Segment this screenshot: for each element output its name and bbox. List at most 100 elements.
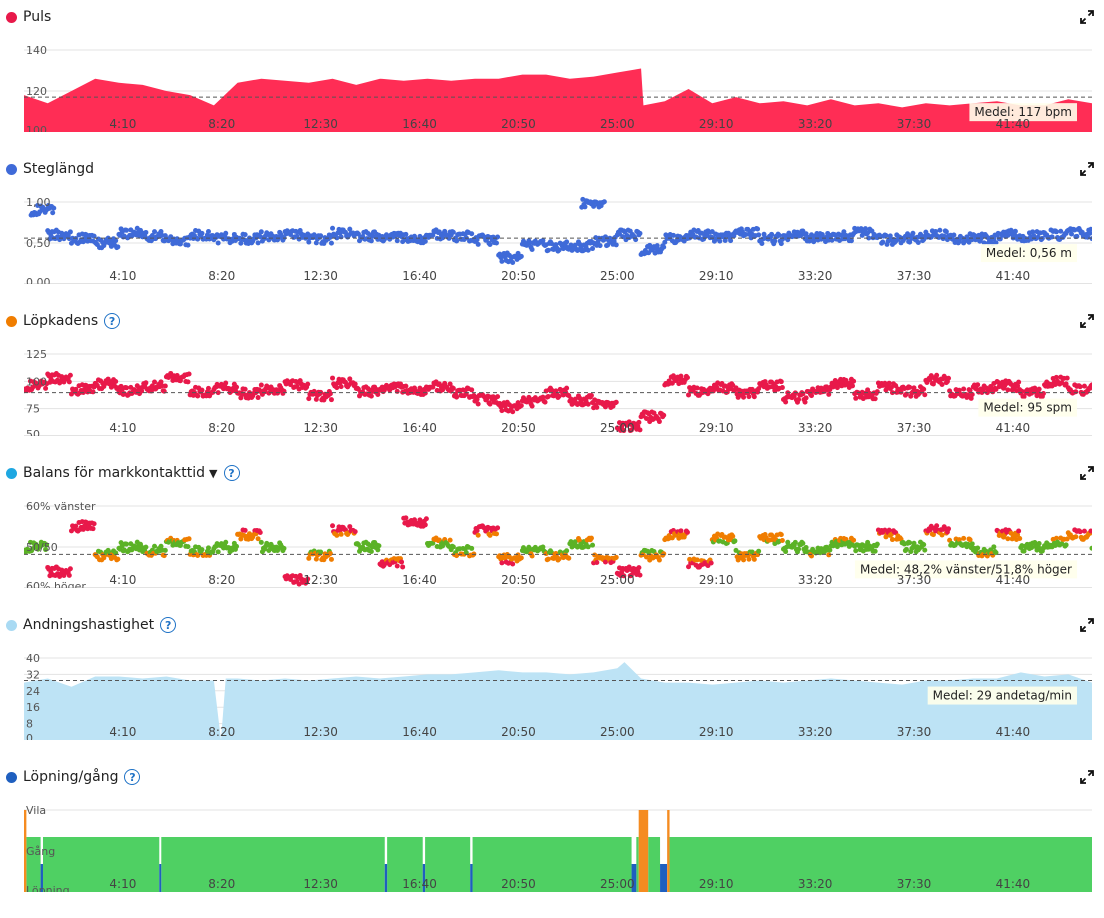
- data-point: [572, 396, 578, 402]
- chart-area: Medel: 0,56 m 1,00 0,50 0,00 4:10 8:20 12:30 16…: [24, 196, 1092, 284]
- x-tick-label: 4:10: [109, 421, 136, 435]
- data-point: [454, 553, 460, 559]
- state-bar: [422, 864, 426, 892]
- state-bar: [159, 864, 162, 892]
- data-point: [967, 387, 973, 393]
- data-point: [90, 526, 96, 532]
- expand-icon[interactable]: [1080, 10, 1094, 24]
- y-tick-label: Gång: [26, 845, 55, 858]
- y-tick-label: 100: [26, 375, 47, 388]
- data-point: [242, 527, 248, 533]
- data-point: [352, 381, 358, 387]
- data-point: [911, 385, 917, 391]
- data-point: [1016, 379, 1022, 385]
- data-point: [545, 556, 551, 562]
- data-point: [510, 409, 516, 415]
- help-icon[interactable]: ?: [104, 313, 121, 329]
- data-point: [1064, 375, 1070, 381]
- data-point: [975, 382, 981, 388]
- y-tick-label: 75: [26, 403, 40, 416]
- data-point: [66, 572, 72, 578]
- data-point: [518, 403, 524, 409]
- data-point: [751, 394, 757, 400]
- average-label: Medel: 117 bpm: [974, 105, 1072, 119]
- state-bar: [24, 810, 27, 892]
- x-tick-label: 16:40: [402, 573, 437, 587]
- data-point: [637, 427, 643, 433]
- data-point: [698, 230, 704, 236]
- data-point: [1053, 535, 1059, 541]
- x-tick-label: 8:20: [208, 573, 235, 587]
- x-tick-label: 29:10: [699, 117, 734, 131]
- data-point: [722, 534, 728, 540]
- expand-icon[interactable]: [1080, 770, 1094, 784]
- data-point: [436, 229, 442, 235]
- data-point: [829, 237, 835, 243]
- data-point: [732, 538, 738, 544]
- x-tick-label: 12:30: [303, 269, 338, 283]
- data-point: [67, 566, 73, 572]
- data-point: [636, 419, 642, 425]
- data-point: [779, 385, 785, 391]
- data-point: [545, 394, 551, 400]
- data-point: [1081, 528, 1087, 534]
- data-point: [368, 238, 374, 244]
- data-point: [613, 399, 619, 405]
- data-point: [848, 238, 854, 244]
- data-point: [238, 395, 244, 401]
- data-point: [327, 234, 333, 240]
- expand-icon[interactable]: [1080, 618, 1094, 632]
- data-point: [751, 556, 757, 562]
- data-point: [939, 381, 945, 387]
- data-point: [628, 427, 634, 433]
- data-point: [143, 544, 149, 550]
- data-point: [1016, 528, 1022, 534]
- data-point: [694, 557, 700, 563]
- data-point: [115, 556, 121, 562]
- x-tick-label: 29:10: [699, 877, 734, 891]
- panel-title: Löpkadens: [23, 313, 99, 329]
- data-point: [352, 529, 358, 535]
- data-point: [903, 546, 909, 552]
- data-point: [223, 539, 229, 545]
- data-point: [556, 556, 562, 562]
- help-icon[interactable]: ?: [160, 617, 177, 633]
- data-point: [968, 395, 974, 401]
- panel-lopkadens: Löpkadens ? Medel: 95 spm 125 100 75 50 4:10 8…: [0, 310, 1104, 462]
- x-tick-label: 16:40: [402, 117, 437, 131]
- data-point: [37, 209, 43, 215]
- data-point: [656, 419, 662, 425]
- data-point: [785, 539, 791, 545]
- data-point: [436, 537, 442, 543]
- data-point: [872, 396, 878, 402]
- data-point: [803, 231, 809, 237]
- data-point: [809, 393, 815, 399]
- expand-icon[interactable]: [1080, 314, 1094, 328]
- x-tick-label: 8:20: [208, 421, 235, 435]
- data-point: [440, 387, 446, 393]
- data-point: [778, 379, 784, 385]
- expand-icon[interactable]: [1080, 162, 1094, 176]
- dropdown-caret-icon[interactable]: ▼: [209, 466, 218, 480]
- data-point: [1030, 229, 1036, 235]
- state-bar: [470, 864, 473, 892]
- data-point: [475, 401, 481, 407]
- help-icon[interactable]: ?: [124, 769, 141, 785]
- help-icon[interactable]: ?: [223, 465, 240, 481]
- x-tick-label: 20:50: [501, 117, 536, 131]
- data-point: [889, 537, 895, 543]
- data-point: [930, 381, 936, 387]
- state-bar: [667, 810, 670, 892]
- data-point: [1036, 386, 1042, 392]
- data-point: [199, 547, 205, 553]
- data-point: [1021, 548, 1027, 554]
- y-tick-label: 120: [26, 85, 47, 98]
- data-point: [43, 385, 49, 391]
- data-point: [678, 373, 684, 379]
- y-tick-label: 24: [26, 685, 40, 698]
- data-point: [851, 378, 857, 384]
- expand-icon[interactable]: [1080, 466, 1094, 480]
- data-point: [306, 396, 312, 402]
- data-point: [800, 391, 806, 397]
- data-point: [30, 384, 36, 390]
